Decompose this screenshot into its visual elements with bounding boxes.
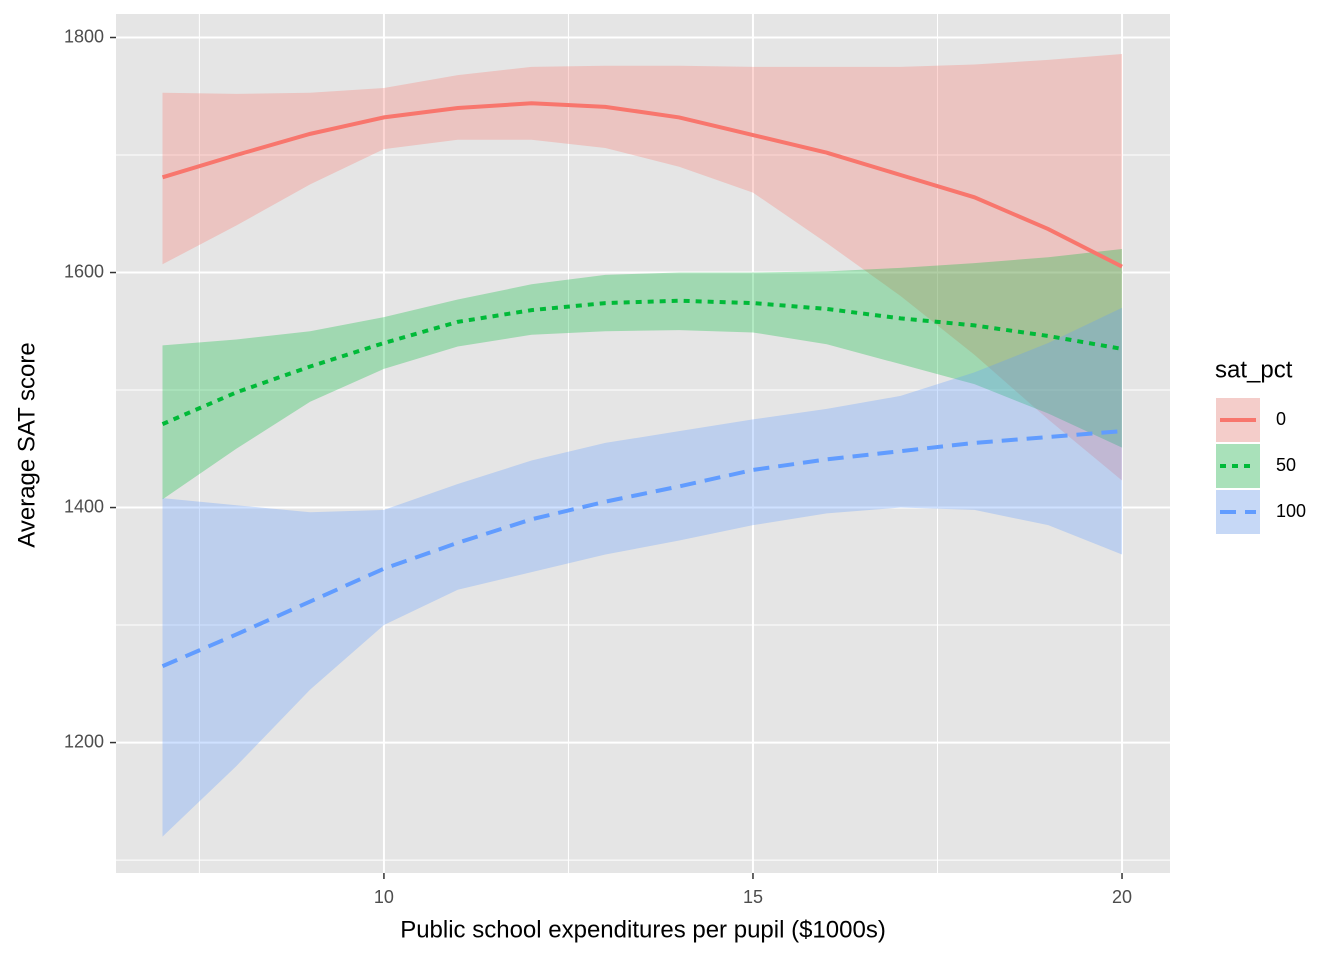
y-tick-label: 1800 [64, 26, 104, 46]
x-axis-title: Public school expenditures per pupil ($1… [400, 916, 886, 943]
x-tick-label: 15 [743, 887, 763, 907]
trend-line [161, 298, 1123, 426]
y-tick-label: 1200 [64, 731, 104, 751]
confidence-ribbon [162, 249, 1123, 500]
y-axis-title: Average SAT score [13, 342, 40, 547]
confidence-ribbon [162, 307, 1123, 837]
legend-label: 50 [1276, 455, 1296, 475]
panel [116, 14, 1170, 873]
legend-label: 0 [1276, 409, 1286, 429]
legend-label: 100 [1276, 501, 1306, 521]
y-tick-label: 1400 [64, 496, 104, 516]
x-tick-label: 10 [374, 887, 394, 907]
legend-title: sat_pct [1215, 356, 1293, 383]
trend-line [161, 429, 1123, 669]
x-tick-label: 20 [1112, 887, 1132, 907]
y-tick-label: 1600 [64, 261, 104, 281]
trend-line [161, 101, 1123, 269]
confidence-ribbon [162, 53, 1123, 481]
